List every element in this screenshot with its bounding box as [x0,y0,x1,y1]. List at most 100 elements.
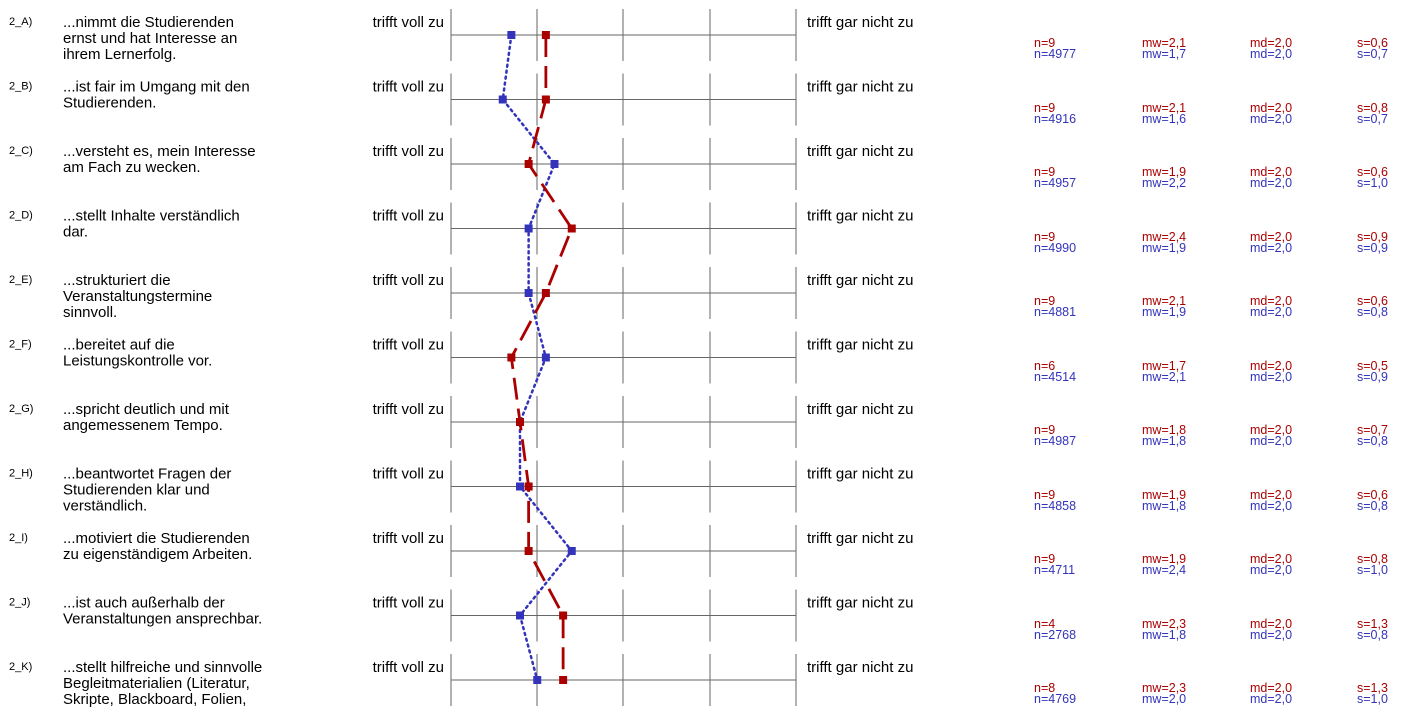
course-n-value: n=6 [1034,358,1056,373]
reference-md-value: md=2,0 [1250,305,1293,319]
right-pole-label: trifft gar nicht zu [807,208,913,225]
course-md-value: md=2,0 [1250,552,1293,566]
course-point [541,31,550,39]
reference-n-value: n=4916 [1034,111,1077,126]
course-md-value: md=2,0 [1250,358,1293,373]
item-label-line: ...ist fair im Umgang mit den [63,79,250,96]
item-row: 2_E) ...strukturiert dieVeranstaltungster… [9,272,913,321]
course-s-value: s=0,7 [1357,423,1388,437]
item-row: 2_K) ...stellt hilfreiche und sinnvolleBe… [9,659,913,708]
course-mw-value: mw=2,3 [1142,616,1187,631]
reference-s-value: s=0,8 [1357,627,1388,642]
item-code: 2_E) [9,274,32,286]
reference-s-value: s=0,9 [1357,369,1388,384]
right-pole-label: trifft gar nicht zu [807,14,913,31]
left-pole-label: trifft voll zu [373,530,444,547]
reference-point [533,676,542,684]
course-mw-value: mw=1,9 [1142,165,1187,179]
reference-s-value: s=1,0 [1357,692,1388,706]
left-pole-label: trifft voll zu [373,337,444,354]
reference-mw-value: mw=1,6 [1142,111,1187,126]
item-label-line: ihrem Lernerfolg. [63,46,176,63]
reference-md-value: md=2,0 [1250,240,1293,255]
left-pole-label: trifft voll zu [373,14,444,31]
reference-md-value: md=2,0 [1250,176,1293,190]
course-n-value: n=9 [1034,100,1056,115]
reference-point [524,289,533,297]
reference-mw-value: mw=1,9 [1142,240,1187,255]
reference-n-value: n=4881 [1034,305,1077,319]
reference-n-value: n=4990 [1034,240,1077,255]
item-code: 2_A) [9,16,32,28]
right-pole-label: trifft gar nicht zu [807,143,913,160]
left-pole-label: trifft voll zu [373,272,444,289]
reference-point [498,95,507,104]
item-label-line: Skripte, Blackboard, Folien, [63,691,246,708]
reference-point [550,160,559,168]
right-pole-label: trifft gar nicht zu [807,337,913,354]
item-label-line: angemessenem Tempo. [63,417,223,434]
item-code: 2_J) [9,597,30,609]
course-md-value: md=2,0 [1250,487,1293,502]
course-s-value: s=0,6 [1357,487,1388,502]
course-md-value: md=2,0 [1250,294,1293,308]
item-code: 2_D) [9,210,33,222]
item-label-line: zu eigenständigem Arbeiten. [63,546,252,563]
course-s-value: s=1,3 [1357,616,1388,631]
course-mw-value: mw=1,9 [1142,487,1187,502]
reference-point [516,611,524,620]
right-pole-label: trifft gar nicht zu [807,272,913,289]
reference-md-value: md=2,0 [1250,369,1293,384]
course-mw-value: mw=1,7 [1142,358,1187,373]
reference-mw-value: mw=1,9 [1142,305,1187,319]
course-point [559,611,568,620]
course-point [524,482,533,491]
item-label-line: ...stellt Inhalte verständlich [63,208,240,225]
course-s-value: s=0,6 [1357,165,1388,179]
course-point [524,160,533,168]
course-s-value: s=0,6 [1357,294,1388,308]
course-mw-value: mw=1,8 [1142,423,1187,437]
reference-mw-value: mw=1,8 [1142,498,1187,513]
course-n-value: n=9 [1034,229,1056,244]
reference-s-value: s=0,8 [1357,498,1388,513]
item-label-line: ernst und hat Interesse an [63,30,237,47]
reference-point [507,31,516,39]
reference-n-value: n=4769 [1034,692,1077,706]
course-mw-value: mw=2,3 [1142,681,1187,695]
item-label-line: ...bereitet auf die [63,337,175,354]
item-label-line: ...beantwortet Fragen der [63,466,231,483]
course-n-value: n=9 [1034,487,1056,502]
item-code: 2_I) [9,532,28,544]
left-pole-label: trifft voll zu [373,595,444,612]
item-row: 2_H) ...beantwortet Fragen derStudierende… [9,466,913,515]
item-row: 2_F) ...bereitet auf dieLeistungskontroll… [9,337,913,370]
reference-point [516,482,524,491]
item-code: 2_B) [9,81,32,93]
item-label-line: ...nimmt die Studierenden [63,14,234,31]
course-mw-value: mw=1,9 [1142,552,1187,566]
course-mw-value: mw=2,1 [1142,100,1187,115]
reference-md-value: md=2,0 [1250,692,1293,706]
item-label-line: Studierenden. [63,95,156,112]
right-pole-label: trifft gar nicht zu [807,401,913,418]
left-pole-label: trifft voll zu [373,208,444,225]
course-mw-value: mw=2,1 [1142,36,1187,50]
course-md-value: md=2,0 [1250,36,1293,50]
reference-point [524,224,533,233]
course-md-value: md=2,0 [1250,616,1293,631]
reference-mw-value: mw=2,4 [1142,563,1187,577]
course-md-value: md=2,0 [1250,165,1293,179]
course-point [541,289,550,297]
item-label-line: am Fach zu wecken. [63,159,201,176]
item-row: 2_G) ...spricht deutlich und mitangemesse… [9,401,913,434]
item-label-line: dar. [63,224,88,241]
item-code: 2_C) [9,145,33,157]
reference-md-value: md=2,0 [1250,627,1293,642]
item-label-line: ...versteht es, mein Interesse [63,143,256,160]
course-n-value: n=9 [1034,36,1056,50]
item-label-line: Studierenden klar und [63,482,210,499]
reference-md-value: md=2,0 [1250,434,1293,448]
left-pole-label: trifft voll zu [373,659,444,676]
